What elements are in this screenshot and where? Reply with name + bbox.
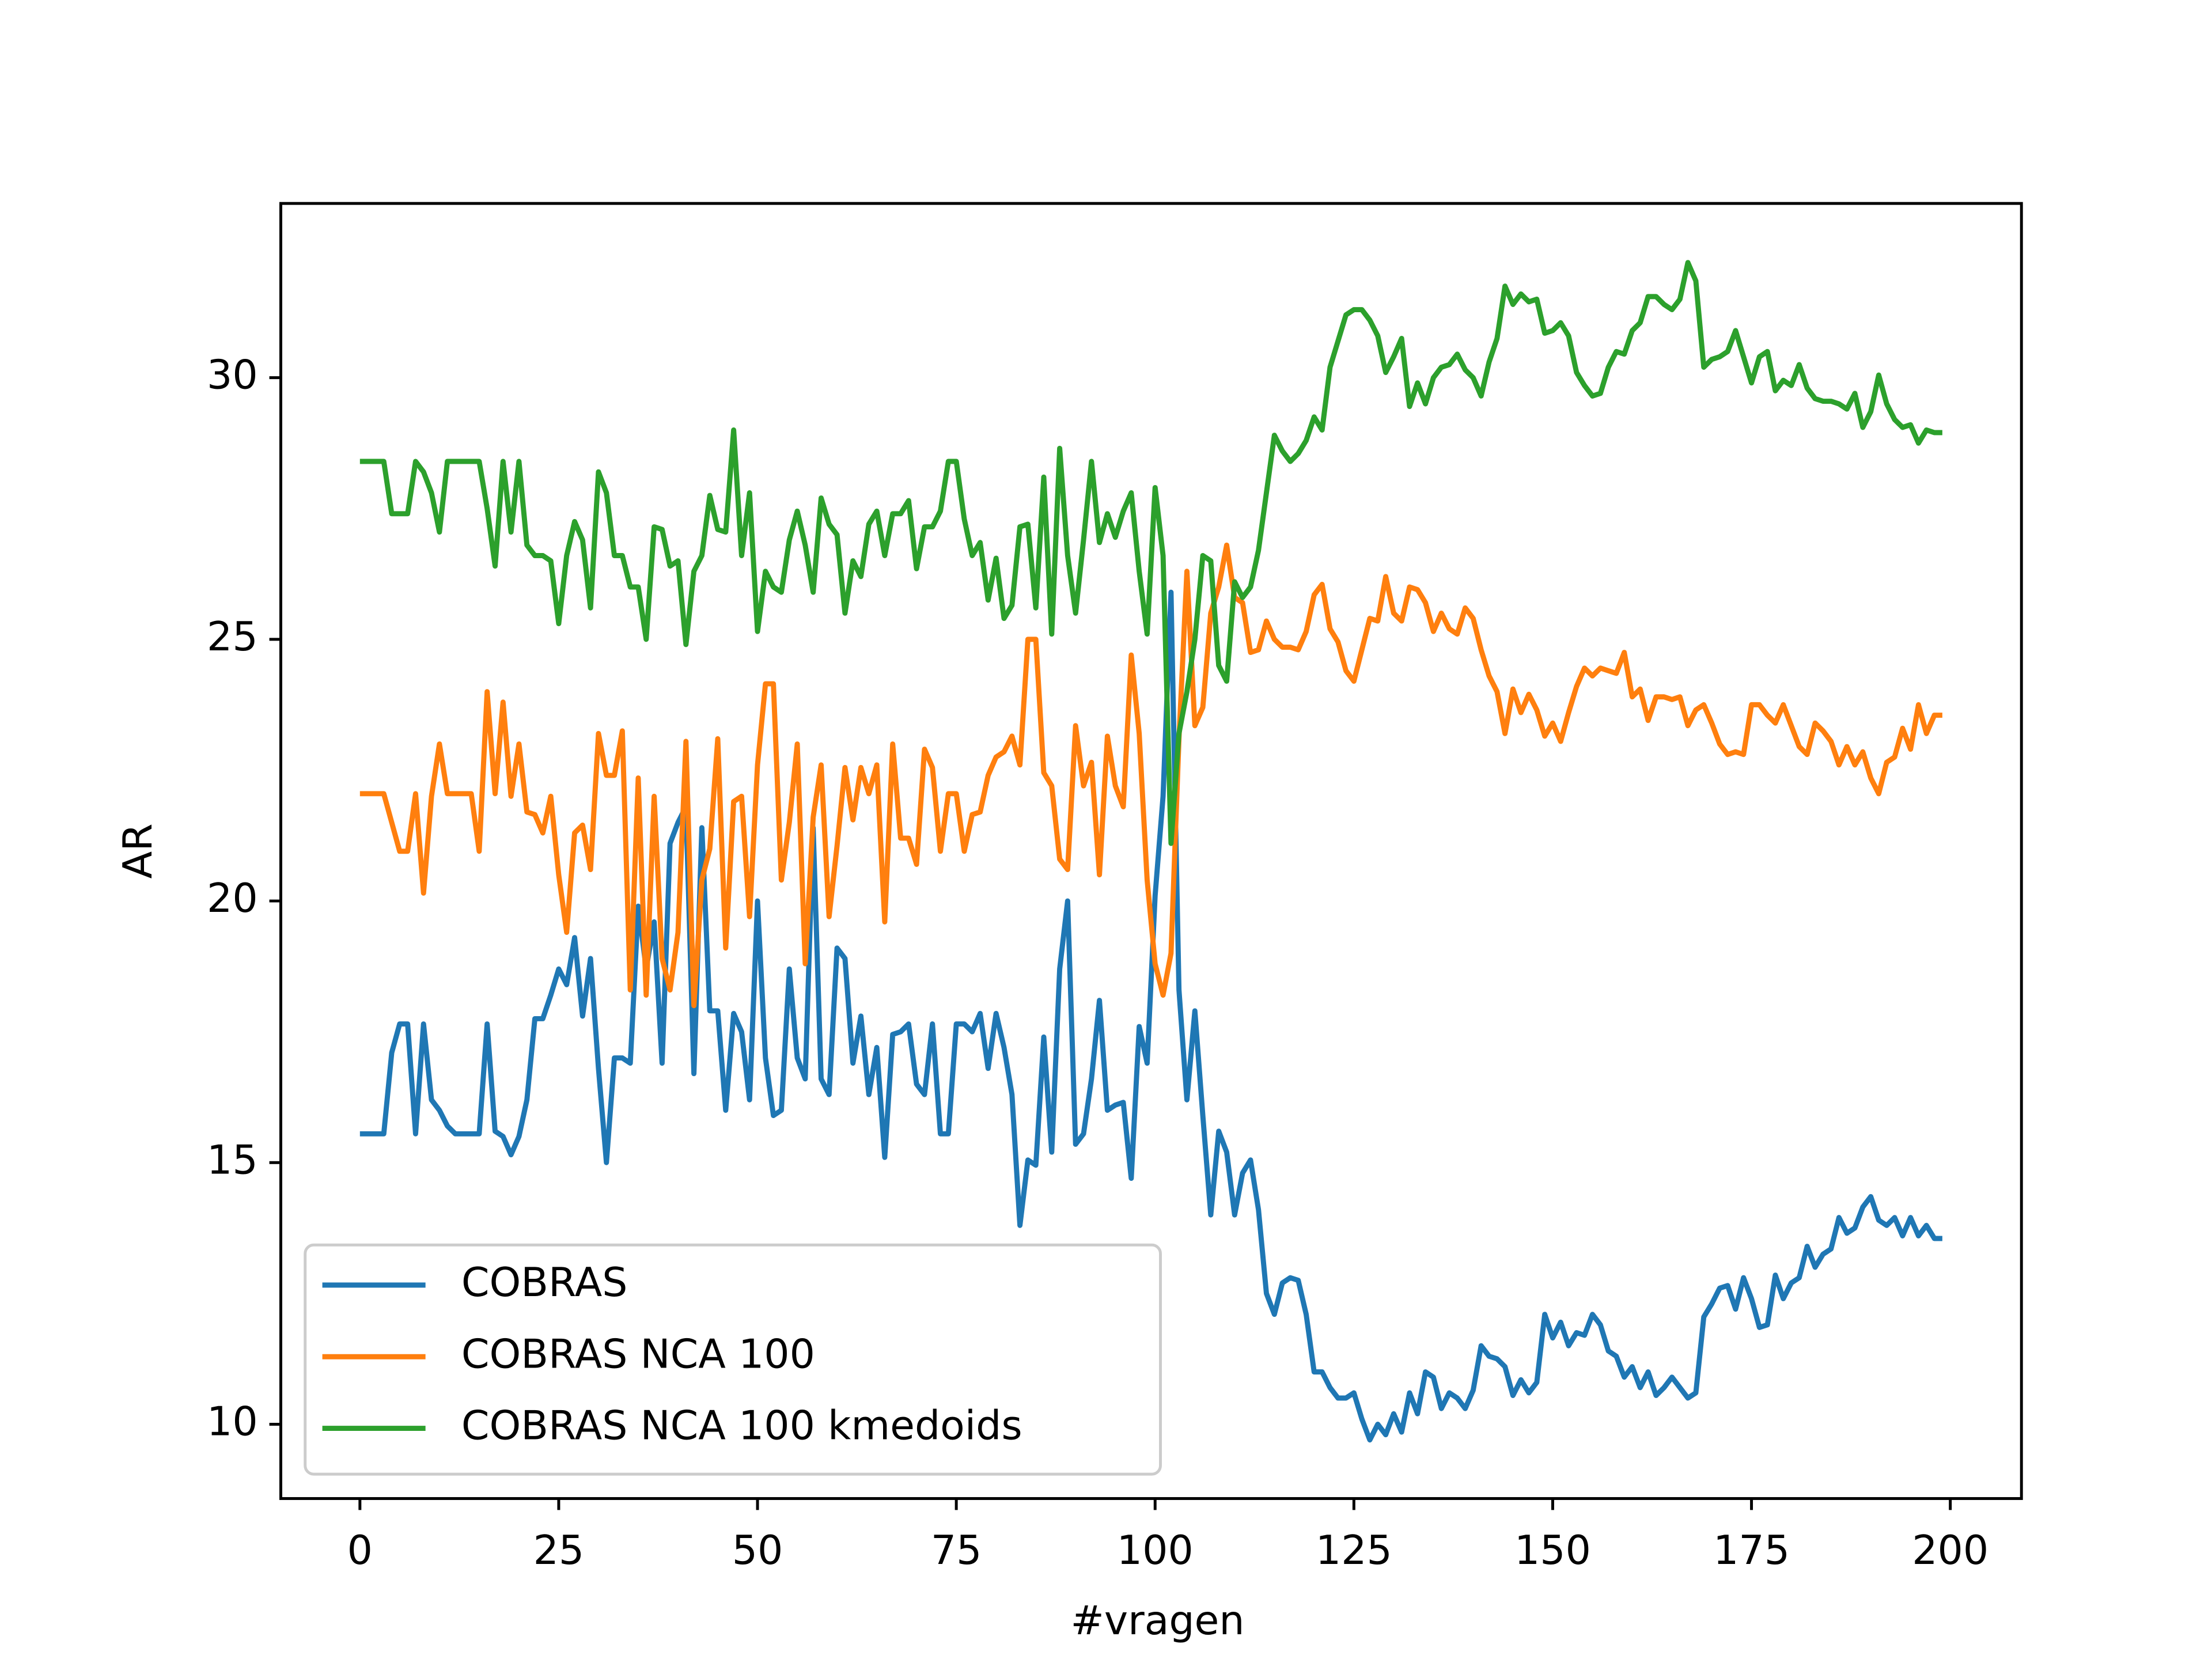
- x-tick-label: 50: [732, 1527, 783, 1574]
- legend-label: COBRAS: [461, 1259, 628, 1306]
- x-tick-label: 125: [1316, 1527, 1392, 1574]
- legend-label: COBRAS NCA 100: [461, 1331, 815, 1377]
- y-tick-label: 15: [207, 1137, 258, 1183]
- data-line: [359, 260, 1942, 846]
- x-tick-label: 150: [1514, 1527, 1591, 1574]
- plot-frame: [279, 202, 2023, 1500]
- x-axis-label: #vragen: [1071, 1597, 1245, 1644]
- y-axis-label: AR: [115, 823, 161, 878]
- x-tick-label: 200: [1912, 1527, 1988, 1574]
- x-tick-label: 25: [533, 1527, 585, 1574]
- x-tick-label: 175: [1713, 1527, 1790, 1574]
- x-tick-label: 0: [347, 1527, 373, 1574]
- legend-label: COBRAS NCA 100 kmedoids: [461, 1403, 1022, 1449]
- y-tick-label: 10: [207, 1398, 258, 1445]
- y-tick-label: 20: [207, 875, 258, 922]
- data-line: [359, 589, 1942, 1443]
- y-tick-label: 25: [207, 613, 258, 660]
- legend-box: [304, 1243, 1162, 1476]
- legend: COBRAS COBRAS NCA 100 COBRAS NCA 100 kmedo…: [304, 1243, 1162, 1476]
- x-tick-label: 100: [1117, 1527, 1194, 1574]
- x-tick-label: 75: [931, 1527, 982, 1574]
- y-tick-label: 30: [207, 352, 258, 399]
- data-line: [359, 542, 1942, 1009]
